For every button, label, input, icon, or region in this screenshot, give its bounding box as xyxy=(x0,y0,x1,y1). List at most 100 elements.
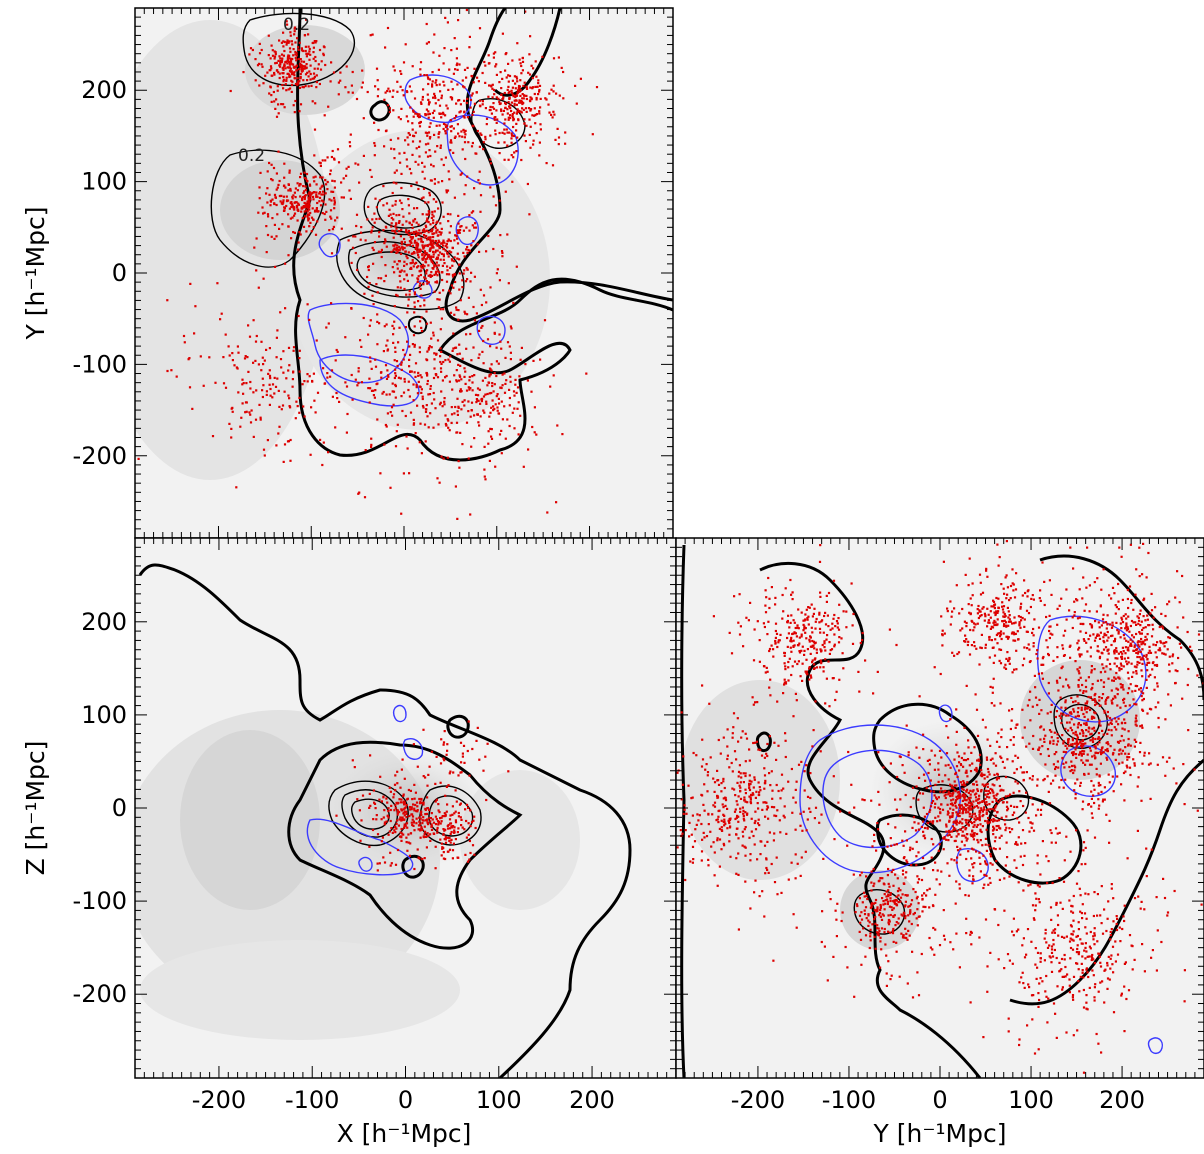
data-point xyxy=(459,173,462,176)
data-point xyxy=(300,207,303,210)
data-point xyxy=(286,440,290,443)
data-point xyxy=(468,214,471,217)
data-point xyxy=(955,795,958,798)
data-point xyxy=(483,411,486,414)
data-point xyxy=(400,361,403,364)
data-point xyxy=(294,50,297,54)
data-point xyxy=(1193,768,1196,771)
data-point xyxy=(512,301,515,304)
data-point xyxy=(1116,657,1119,660)
data-point xyxy=(961,822,964,825)
data-point xyxy=(421,229,424,232)
data-point xyxy=(937,806,940,809)
data-point xyxy=(958,761,961,764)
data-point xyxy=(300,47,303,50)
data-point xyxy=(1038,712,1041,715)
data-point xyxy=(435,755,438,758)
data-point xyxy=(397,260,401,263)
data-point xyxy=(1078,672,1081,675)
data-point xyxy=(437,234,440,237)
data-point xyxy=(451,264,454,267)
data-point xyxy=(958,828,962,831)
data-point xyxy=(444,114,447,117)
data-point xyxy=(394,374,397,377)
data-point xyxy=(993,840,997,843)
data-point xyxy=(486,392,489,396)
data-point xyxy=(970,834,973,838)
data-point xyxy=(219,318,222,321)
data-point xyxy=(393,247,396,250)
data-point xyxy=(1009,727,1012,731)
data-point xyxy=(389,819,392,823)
data-point xyxy=(403,241,406,244)
data-point xyxy=(411,259,414,262)
data-point xyxy=(302,185,305,188)
data-point xyxy=(313,191,316,194)
data-point xyxy=(947,792,951,795)
data-point xyxy=(547,103,550,106)
data-point xyxy=(425,322,429,325)
data-point xyxy=(1106,696,1109,700)
data-point xyxy=(876,822,879,825)
data-point xyxy=(322,441,325,444)
data-point xyxy=(490,435,493,438)
data-point xyxy=(430,271,433,274)
data-point xyxy=(447,88,450,91)
data-point xyxy=(520,64,523,68)
data-point xyxy=(925,786,928,790)
data-point xyxy=(272,166,276,170)
data-point xyxy=(1083,715,1086,718)
data-point xyxy=(485,301,488,304)
data-point xyxy=(505,128,508,131)
data-point xyxy=(288,207,291,210)
data-point xyxy=(514,95,517,99)
data-point xyxy=(338,400,341,403)
data-point xyxy=(384,364,388,367)
data-point xyxy=(1099,737,1102,740)
data-point xyxy=(933,768,936,771)
data-point xyxy=(313,128,317,131)
data-point xyxy=(399,801,403,804)
data-point xyxy=(1016,817,1019,820)
data-point xyxy=(504,437,507,440)
data-point xyxy=(466,246,469,249)
data-point xyxy=(1141,675,1144,678)
data-point xyxy=(263,211,266,214)
data-point xyxy=(357,163,360,166)
data-point xyxy=(254,58,257,61)
data-point xyxy=(478,182,481,185)
data-point xyxy=(536,85,539,88)
data-point xyxy=(438,104,442,107)
data-point xyxy=(1046,712,1049,715)
data-point xyxy=(1084,846,1087,849)
data-point xyxy=(495,121,498,124)
data-point xyxy=(298,231,301,234)
data-point xyxy=(314,411,317,414)
data-point xyxy=(456,123,459,126)
data-point xyxy=(956,845,959,848)
data-point xyxy=(1106,658,1109,661)
data-point xyxy=(435,261,438,264)
data-point xyxy=(935,796,938,799)
data-point xyxy=(433,398,436,401)
data-point xyxy=(432,242,435,245)
data-point xyxy=(516,91,519,95)
data-point xyxy=(390,225,393,228)
data-point xyxy=(1093,716,1096,719)
data-point xyxy=(296,189,299,192)
data-point xyxy=(445,374,448,378)
data-point xyxy=(392,341,395,344)
data-point xyxy=(413,291,416,294)
data-point xyxy=(377,88,380,91)
data-point xyxy=(1090,688,1093,691)
data-point xyxy=(1009,793,1012,796)
data-point xyxy=(976,783,979,786)
data-point xyxy=(307,196,310,199)
data-point xyxy=(396,782,399,785)
data-point xyxy=(418,820,421,823)
data-point xyxy=(436,477,439,480)
data-point xyxy=(960,756,963,760)
data-point xyxy=(402,215,405,218)
data-point xyxy=(456,410,459,413)
data-point xyxy=(421,161,424,164)
